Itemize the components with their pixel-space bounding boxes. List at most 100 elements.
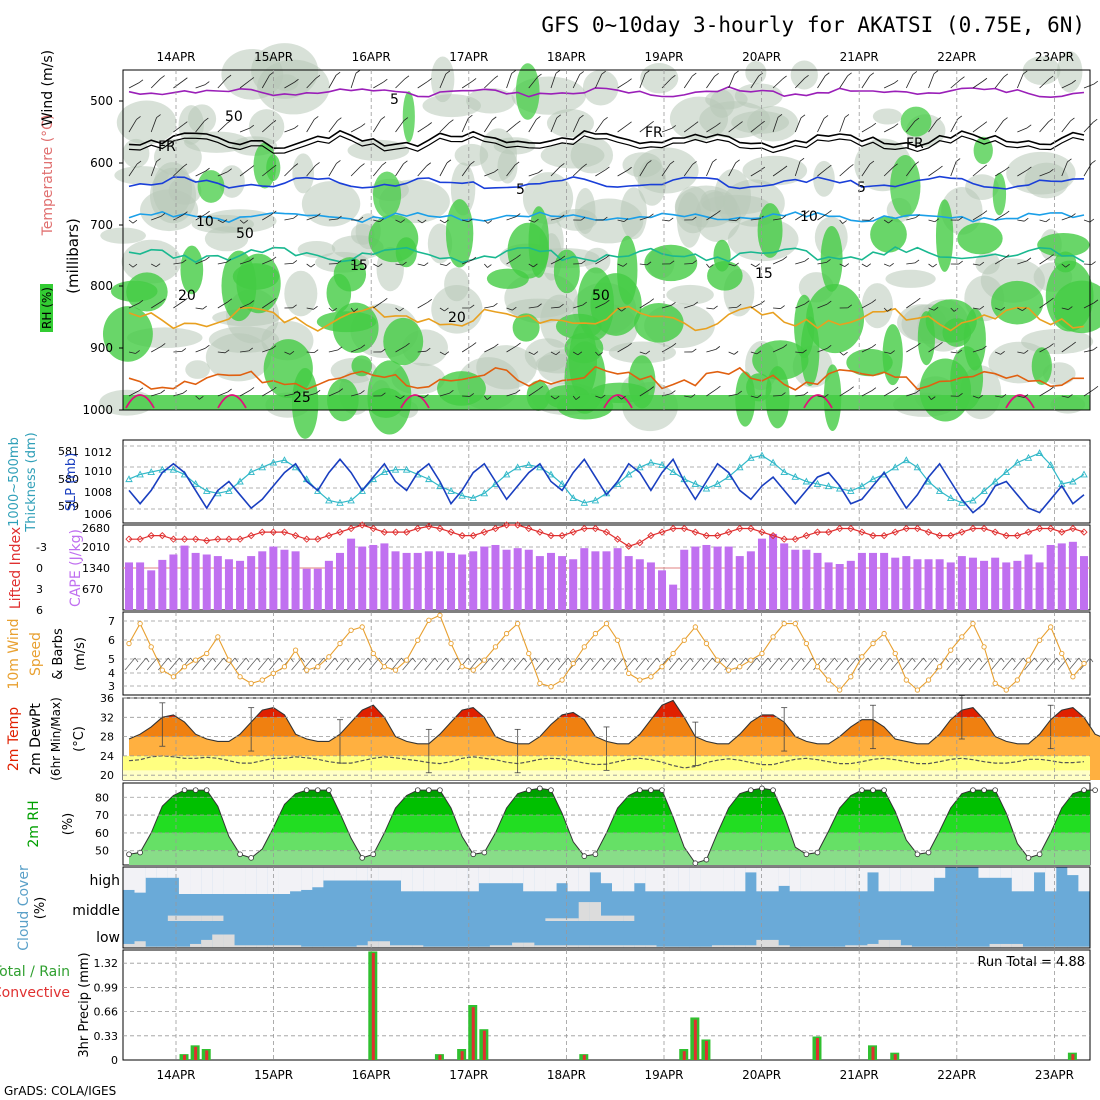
- contour-label: 20: [448, 310, 466, 326]
- rh-green-area: [919, 358, 972, 422]
- cloud-low-bar: [612, 945, 624, 948]
- wind-barb: [491, 657, 502, 671]
- wind-barb: [417, 350, 427, 353]
- wind-barb: [706, 125, 717, 133]
- lifted-index-point: [691, 528, 699, 536]
- wind-barb: [755, 263, 760, 268]
- wind-barb: [782, 256, 788, 260]
- cloud-low-bar: [201, 939, 213, 948]
- lifted-index-point: [458, 531, 466, 540]
- wind-barb: [887, 308, 892, 312]
- cloud-low-bar: [856, 945, 868, 948]
- cape-bar: [347, 538, 356, 610]
- lifted-index-point: [491, 524, 500, 533]
- wind-barb: [227, 168, 232, 173]
- wind-barb: [284, 262, 293, 265]
- cloud-low-bar: [911, 946, 924, 948]
- wind-barb: [972, 80, 984, 89]
- lifted-index-point: [602, 528, 611, 536]
- wind-barb: [423, 262, 429, 266]
- wind-barb: [603, 116, 608, 121]
- cloud-low-bar: [889, 939, 901, 948]
- wind-barb: [1049, 297, 1054, 302]
- cloud-high-gap: [767, 867, 779, 892]
- wind-barb: [439, 219, 445, 224]
- rh-point: [192, 787, 199, 793]
- wind-barb: [405, 342, 410, 347]
- wind-barb: [661, 304, 672, 309]
- wind-barb: [713, 657, 724, 671]
- cloud-high-gap: [1011, 867, 1023, 892]
- rh-point: [881, 787, 887, 793]
- wind-barb: [789, 657, 794, 663]
- cloud-high-gap: [845, 867, 857, 892]
- wind10-frame: [122, 611, 1091, 696]
- wind-barb: [1089, 218, 1095, 223]
- wind-barb: [617, 169, 628, 177]
- precip-convective-bar: [1071, 1054, 1075, 1060]
- lifted-index-point: [402, 528, 411, 536]
- wind-barb: [994, 257, 1006, 265]
- wind-barb: [423, 657, 428, 663]
- wind-barb: [205, 256, 210, 261]
- cloud-low-bar: [878, 939, 890, 948]
- wind-barb: [182, 389, 188, 394]
- cape-bar: [125, 562, 133, 610]
- wind-speed-point: [259, 677, 265, 683]
- rh-tick-label: 50: [95, 845, 109, 858]
- cloud-high-gap: [1000, 867, 1012, 878]
- wind-barb: [803, 391, 809, 396]
- wind-barb: [857, 657, 869, 671]
- cloud-low-bar: [123, 943, 135, 948]
- wind-barb: [1092, 118, 1098, 123]
- wind-speed-point: [981, 644, 987, 650]
- thickness-point: [1013, 458, 1022, 466]
- thickness-point: [1046, 460, 1055, 468]
- wind-barb: [924, 657, 935, 671]
- wind-barb: [291, 657, 302, 671]
- wind-barb: [417, 81, 428, 89]
- wind-barb: [1011, 657, 1016, 663]
- wind-barb: [572, 118, 580, 133]
- wind-barb: [1061, 263, 1066, 268]
- wind-barb: [1061, 161, 1068, 177]
- wind-barb: [462, 219, 469, 223]
- rh-green-area: [515, 63, 540, 120]
- wind-barb: [461, 345, 473, 353]
- rh-point: [359, 855, 365, 861]
- wind-speed-point: [1003, 687, 1009, 693]
- wind-barb: [661, 163, 671, 177]
- rh-point: [1025, 855, 1032, 861]
- rh-green-area: [326, 273, 352, 313]
- rh-gray-area: [114, 166, 169, 185]
- wind-barb: [627, 78, 632, 83]
- lifted-index-point: [414, 524, 422, 533]
- wind-tick-label: 5: [108, 653, 115, 666]
- rh-green-area: [368, 214, 419, 263]
- cloud-low-bar: [178, 946, 191, 948]
- wind-speed-point: [614, 637, 621, 643]
- wind-barb: [217, 171, 228, 177]
- rh-point: [770, 787, 776, 793]
- wind-barb: [128, 302, 140, 309]
- wind-barb: [579, 71, 584, 75]
- wind-barb: [173, 300, 184, 309]
- wind-barb: [839, 351, 844, 356]
- rh-gray-area: [506, 298, 570, 318]
- wind-barb: [439, 392, 450, 397]
- wind-speed-point: [1070, 674, 1076, 680]
- rh-point: [592, 851, 599, 858]
- wind-barb: [328, 349, 339, 353]
- cloud-low-bar: [1022, 946, 1035, 948]
- cloud-high-gap: [145, 867, 157, 878]
- wind-barb: [737, 390, 743, 395]
- pressure-tick-label: 1000: [82, 403, 113, 417]
- wind-speed-point: [714, 657, 721, 663]
- wind-barb: [355, 69, 361, 74]
- wind-barb: [595, 257, 606, 265]
- wind-barb: [156, 657, 161, 663]
- wind-speed-point: [892, 650, 898, 657]
- thickness-point: [735, 463, 744, 471]
- wind-barb: [1035, 657, 1046, 671]
- rh-gray-area: [116, 100, 177, 145]
